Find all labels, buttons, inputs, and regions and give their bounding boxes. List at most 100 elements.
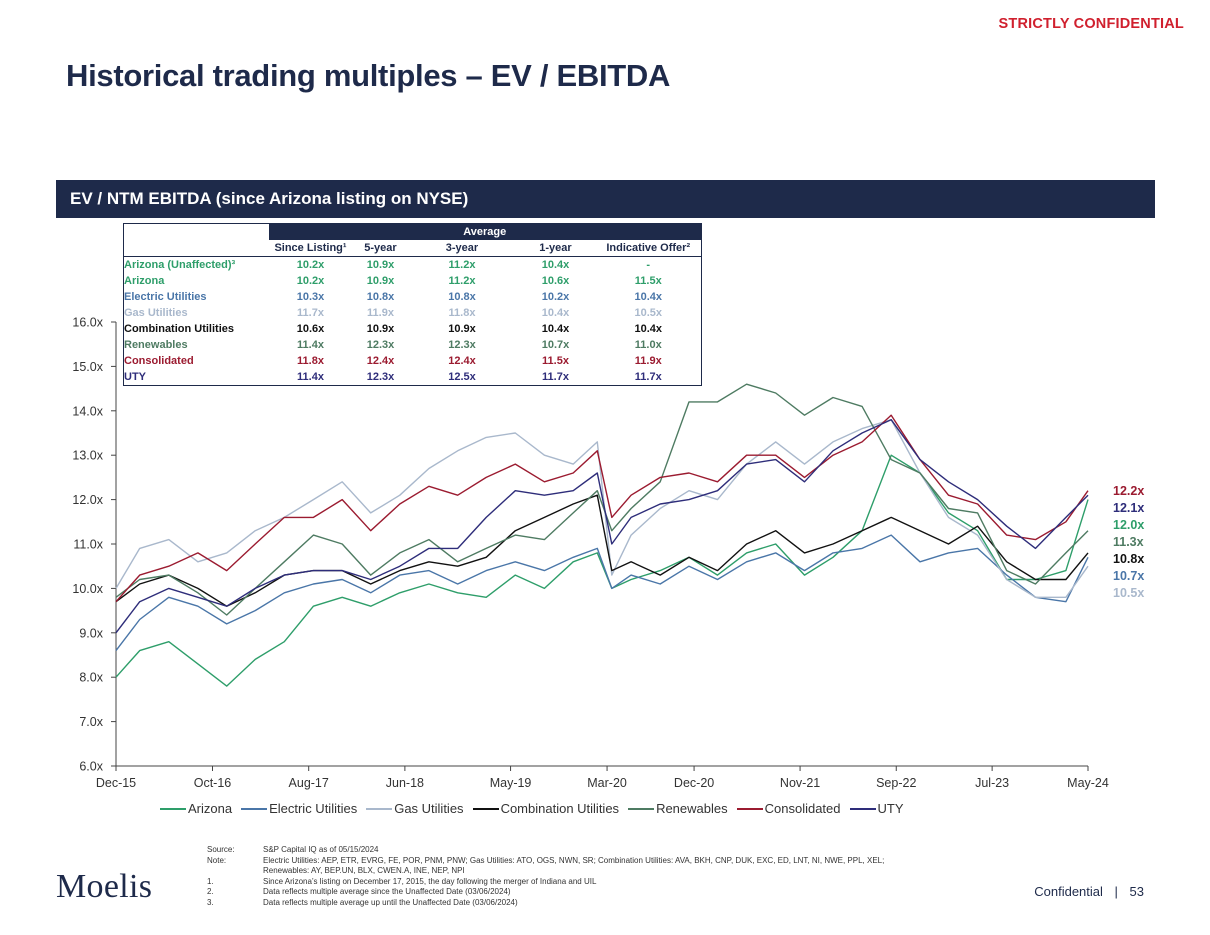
series-end-label: 12.0x [1113, 518, 1144, 532]
table-cell: 11.7x [634, 371, 662, 383]
series-end-label: 10.7x [1113, 569, 1144, 583]
legend-label: Combination Utilities [500, 801, 620, 816]
x-tick-label: Aug-17 [289, 776, 329, 790]
table-cell: 11.9x [367, 307, 394, 319]
table-cell: 10.4x [541, 307, 570, 319]
x-tick-label: Oct-16 [194, 776, 232, 790]
table-cell: 11.7x [297, 307, 324, 319]
y-tick-label: 13.0x [72, 449, 103, 463]
legend-swatch [160, 807, 186, 810]
footer-separator: | [1114, 884, 1118, 899]
table-row: Gas Utilities 11.7x 11.9x 11.8x 10.4x 10.5x [124, 305, 702, 321]
series-line-electric-utilities [115, 534, 1089, 652]
legend-label: Consolidated [764, 801, 841, 816]
table-cell: 10.4x [634, 323, 663, 335]
table-cell: 10.8x [448, 291, 476, 303]
y-tick-label: 10.0x [72, 582, 103, 596]
table-row: UTY 11.4x 12.3x 12.5x 11.7x 11.7x [124, 369, 702, 386]
table-cell: 11.7x [542, 371, 569, 383]
chart-end-labels: 12.2x 12.1x 12.0x 11.3x 10.8x 10.7x 10.5x [1113, 484, 1144, 600]
note-text: Electric Utilities: AEP, ETR, EVRG, FE, … [263, 855, 885, 865]
chart-legend: Arizona Electric Utilities Gas Utilities Co… [160, 801, 913, 816]
legend-swatch [736, 807, 763, 810]
series-end-label: 11.3x [1113, 535, 1144, 549]
note-row: 1. Since Arizona’s listing on December 17… [207, 877, 884, 888]
legend-item: Arizona [160, 801, 232, 816]
legend-item: Consolidated [736, 801, 841, 816]
table-row-label: Arizona [124, 275, 165, 287]
series-line-consolidated [115, 414, 1089, 603]
table-row: Electric Utilities 10.3x 10.8x 10.8x 10.2x 10… [124, 289, 702, 305]
confidential-tag: STRICTLY CONFIDENTIAL [998, 16, 1184, 32]
note-key: 3. [207, 897, 214, 907]
table-cell: 10.9x [366, 259, 395, 271]
moelis-logo: Moelis [56, 868, 153, 905]
section-banner: EV / NTM EBITDA (since Arizona listing o… [56, 180, 1155, 218]
table-cell: 10.6x [541, 275, 570, 287]
table-column-header: Since Listing¹ [268, 240, 353, 257]
legend-swatch [472, 807, 499, 810]
y-tick-label: 15.0x [72, 360, 103, 374]
series-line-combination-utilities [115, 494, 1089, 607]
legend-swatch [849, 807, 876, 810]
table-group-header: Average [268, 223, 702, 240]
note-row: Source: S&P Capital IQ as of 05/15/2024 [207, 845, 884, 856]
table-row-label: UTY [124, 371, 146, 383]
y-tick-label: 11.0x [73, 538, 103, 552]
series-end-label: 10.8x [1113, 552, 1144, 566]
table-column-header: 1-year [515, 240, 596, 257]
series-end-label: 12.1x [1113, 501, 1144, 515]
table-cell: 11.4x [297, 371, 324, 383]
legend-item: Gas Utilities [366, 801, 464, 816]
table-cell: 11.8x [448, 307, 476, 319]
legend-item: Renewables [628, 801, 728, 816]
page-title: Historical trading multiples – EV / EBIT… [66, 58, 671, 93]
note-key: 2. [207, 887, 214, 897]
note-text: Renewables: AY, BEP.UN, BLX, CWEN.A, INE… [263, 866, 465, 876]
y-tick-label: 6.0x [79, 760, 103, 774]
table-row-label: Combination Utilities [124, 323, 234, 335]
table-cell: 10.9x [366, 275, 395, 287]
table-column-header: Indicative Offer² [595, 240, 702, 257]
legend-item: Combination Utilities [472, 801, 620, 816]
table-cell: 11.5x [634, 275, 662, 287]
x-tick-label: Nov-21 [780, 776, 820, 790]
table-cell: 12.4x [448, 355, 476, 367]
table-cell: 12.3x [366, 371, 395, 383]
y-tick-label: 9.0x [79, 626, 103, 640]
note-row: Renewables: AY, BEP.UN, BLX, CWEN.A, INE… [207, 866, 884, 877]
table-cell: 11.0x [634, 339, 662, 351]
x-tick-label: May-24 [1067, 776, 1109, 790]
table-cell: 10.4x [541, 323, 570, 335]
legend-swatch [241, 807, 268, 810]
x-tick-label: Jul-23 [975, 776, 1009, 790]
table-cell: - [646, 259, 651, 271]
table-row: Consolidated 11.8x 12.4x 12.4x 11.5x 11.9x [124, 353, 702, 369]
table-cell: 10.4x [541, 259, 570, 271]
table-row-label: Arizona (Unaffected)³ [124, 259, 236, 271]
table-cell: 12.4x [366, 355, 395, 367]
table-row: Arizona 10.2x 10.9x 11.2x 10.6x 11.5x [124, 273, 702, 289]
legend-item: Electric Utilities [241, 801, 357, 816]
table-cell: 11.2x [448, 259, 476, 271]
table-cell: 12.3x [366, 339, 395, 351]
legend-label: Gas Utilities [394, 801, 464, 816]
table-column-header: 5-year [352, 240, 409, 257]
x-tick-label: Sep-22 [876, 776, 916, 790]
legend-swatch [366, 807, 393, 810]
table-cell: 11.8x [297, 355, 324, 367]
table-cell: 10.2x [541, 291, 570, 303]
table-column-header: 3-year [408, 240, 516, 257]
legend-label: Arizona [188, 801, 233, 816]
note-row: Note: Electric Utilities: AEP, ETR, EVRG,… [207, 856, 884, 867]
page-number: 53 [1129, 884, 1144, 899]
note-key: Source: [207, 845, 235, 854]
series-line-renewables [115, 383, 1089, 616]
table-cell: 11.5x [542, 355, 569, 367]
table-cell: 10.4x [634, 291, 663, 303]
source-notes: Source: S&P Capital IQ as of 05/15/2024 No… [207, 845, 884, 909]
table-row: Arizona (Unaffected)³ 10.2x 10.9x 11.2x 10.4… [124, 257, 702, 274]
table-row: Combination Utilities 10.6x 10.9x 10.9x 10.4… [124, 321, 702, 337]
legend-item: UTY [849, 801, 904, 816]
